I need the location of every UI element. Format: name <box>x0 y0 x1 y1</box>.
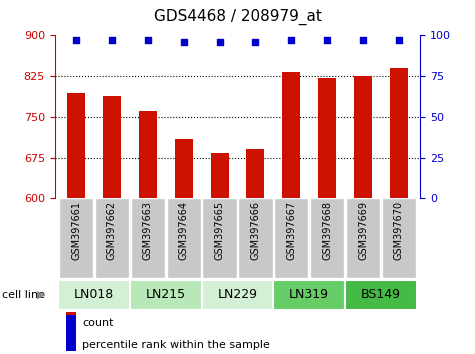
Bar <box>95 198 129 278</box>
Text: GSM397663: GSM397663 <box>143 201 153 259</box>
Text: GSM397664: GSM397664 <box>179 201 189 259</box>
Point <box>359 38 367 43</box>
Point <box>216 39 223 45</box>
Bar <box>103 96 121 198</box>
Point <box>395 38 403 43</box>
Text: GDS4468 / 208979_at: GDS4468 / 208979_at <box>153 9 322 25</box>
Text: GSM397667: GSM397667 <box>286 201 296 260</box>
Text: GSM397661: GSM397661 <box>71 201 81 259</box>
Bar <box>175 138 193 198</box>
Bar <box>167 198 201 278</box>
Bar <box>131 198 165 278</box>
Bar <box>202 280 273 310</box>
Bar <box>67 93 85 198</box>
Bar <box>130 280 202 310</box>
Bar <box>346 198 380 278</box>
Bar <box>139 112 157 198</box>
Bar <box>345 280 417 310</box>
Point <box>323 38 331 43</box>
Point <box>180 39 188 45</box>
Bar <box>381 198 416 278</box>
Point <box>144 38 152 43</box>
Bar <box>210 153 228 198</box>
Text: GSM397668: GSM397668 <box>322 201 332 259</box>
Bar <box>58 280 130 310</box>
Bar <box>318 78 336 198</box>
Text: percentile rank within the sample: percentile rank within the sample <box>82 339 270 350</box>
Text: GSM397669: GSM397669 <box>358 201 368 259</box>
Text: BS149: BS149 <box>361 288 401 301</box>
Bar <box>66 315 76 350</box>
Bar <box>238 198 273 278</box>
Text: ▶: ▶ <box>37 290 45 300</box>
Bar <box>274 198 308 278</box>
Bar <box>247 149 265 198</box>
Bar <box>390 68 408 198</box>
Text: GSM397666: GSM397666 <box>250 201 260 259</box>
Bar <box>282 72 300 198</box>
Bar <box>310 198 344 278</box>
Text: count: count <box>82 318 114 329</box>
Point <box>287 38 295 43</box>
Text: LN215: LN215 <box>146 288 186 301</box>
Point <box>108 38 116 43</box>
Bar <box>202 198 237 278</box>
Bar <box>59 198 94 278</box>
Bar <box>273 280 345 310</box>
Text: GSM397670: GSM397670 <box>394 201 404 260</box>
Text: LN229: LN229 <box>218 288 257 301</box>
Point <box>252 39 259 45</box>
Point <box>72 38 80 43</box>
Text: GSM397665: GSM397665 <box>215 201 225 260</box>
Bar <box>354 76 372 198</box>
Text: LN018: LN018 <box>74 288 114 301</box>
Text: LN319: LN319 <box>289 288 329 301</box>
Bar <box>66 294 76 329</box>
Text: cell line: cell line <box>2 290 46 300</box>
Text: GSM397662: GSM397662 <box>107 201 117 260</box>
